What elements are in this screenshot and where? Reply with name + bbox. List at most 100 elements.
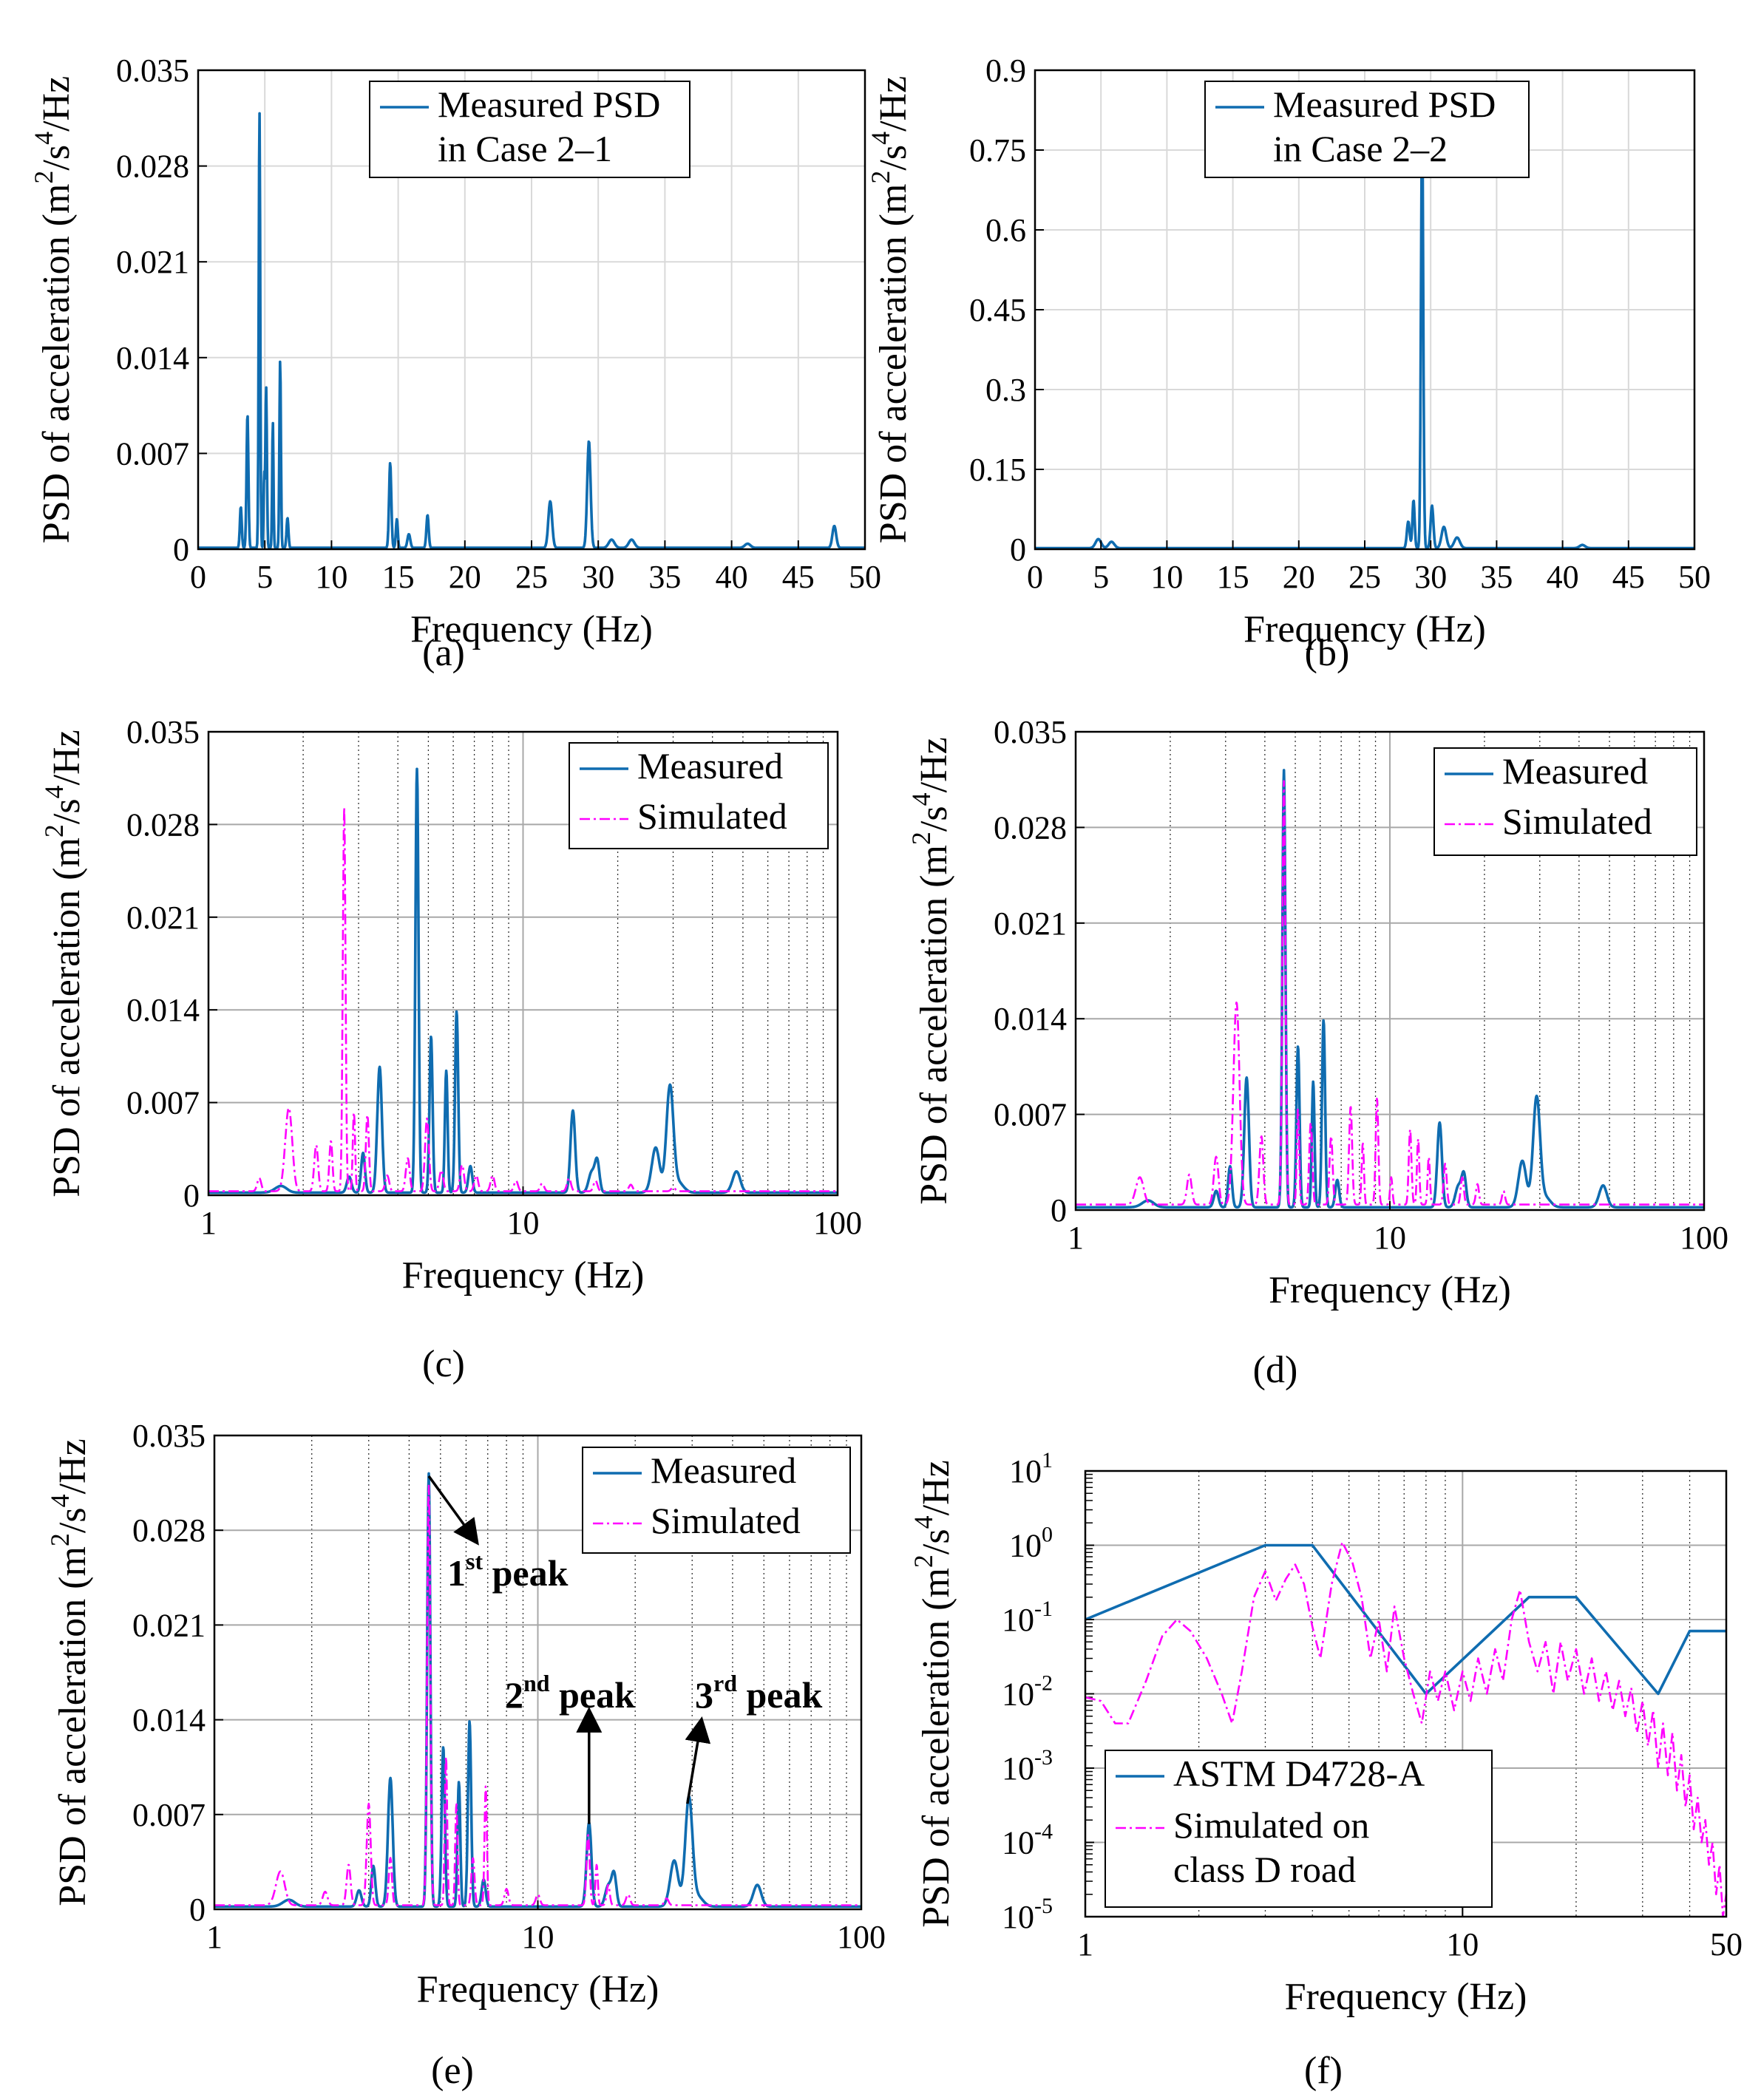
legend: Measured Simulated	[569, 742, 829, 849]
y-tick-label: 0.035	[126, 714, 200, 750]
legend-label: Measured	[651, 1450, 796, 1491]
panel-label: (b)	[1305, 632, 1350, 674]
y-axis-label: PSD of acceleration (m2/s4/Hz	[45, 1438, 94, 1906]
y-axis-label: PSD of acceleration (m2/s4/Hz	[866, 76, 915, 543]
series-line-astm-d4728-a	[1085, 1543, 1726, 1696]
y-axis-label: PSD of acceleration (m2/s4/Hz	[906, 737, 955, 1204]
y-tick-label: 101	[1009, 1448, 1053, 1489]
y-axis-label: PSD of acceleration (m2/s4/Hz	[39, 730, 88, 1197]
x-tick-label: 50	[1710, 1926, 1743, 1963]
annotation-first-peak: 1st peak	[427, 1475, 569, 1594]
y-tick-label: 0.15	[969, 452, 1026, 488]
chart-panel-e: 1 10 100 0 0.007 0.014 0.021 0.028 0.035 Frequenc…	[45, 1418, 886, 2092]
legend-label: Simulated	[1502, 801, 1652, 842]
y-tick-label: 0.45	[969, 292, 1026, 328]
y-tick-label: 0.6	[985, 212, 1026, 248]
y-tick-label: 0.028	[116, 149, 189, 185]
x-tick-label: 20	[449, 559, 481, 595]
y-tick-label: 0.028	[132, 1512, 206, 1549]
y-tick-label: 0.021	[116, 244, 189, 280]
chart-panel-a: 0 5 10 15 20 25 30 35 40 45 50 0 0.007 0.014 0.021 0.02…	[29, 52, 881, 674]
y-tick-label: 0	[1010, 531, 1026, 568]
y-tick-label: 0.021	[126, 900, 200, 936]
x-tick-label: 30	[1414, 559, 1447, 595]
series-line-simulated	[208, 806, 838, 1192]
y-tick-label: 0	[173, 531, 189, 568]
x-tick-label: 50	[849, 559, 881, 595]
legend-box	[1433, 747, 1697, 856]
annotation-label: 2nd peak	[505, 1670, 635, 1716]
x-tick-label: 5	[1093, 559, 1109, 595]
x-tick-label: 35	[648, 559, 681, 595]
x-tick-label: 100	[813, 1205, 862, 1241]
x-axis-label: Frequency (Hz)	[1243, 608, 1486, 650]
x-tick-label: 30	[582, 559, 614, 595]
legend-label: Measured PSD	[438, 84, 660, 125]
x-tick-label: 45	[1612, 559, 1645, 595]
y-tick-label: 10-3	[1002, 1745, 1053, 1787]
legend-box	[369, 81, 691, 178]
x-tick-label: 1	[1077, 1926, 1093, 1963]
y-tick-label: 0.028	[126, 806, 200, 843]
x-axis-label: Frequency (Hz)	[1285, 1976, 1527, 2018]
panel-label: (f)	[1304, 2050, 1343, 2092]
x-tick-label: 10	[1150, 559, 1183, 595]
legend-label: Measured	[637, 745, 783, 786]
y-tick-label: 10-4	[1002, 1820, 1053, 1861]
x-tick-label: 5	[257, 559, 273, 595]
y-tick-label: 0.9	[985, 52, 1026, 89]
x-tick-label: 50	[1678, 559, 1711, 595]
legend-label: ASTM D4728-A	[1173, 1753, 1425, 1794]
legend-box	[1204, 81, 1530, 178]
x-tick-label: 45	[782, 559, 815, 595]
x-tick-label: 10	[1446, 1926, 1479, 1963]
x-tick-label: 100	[1680, 1220, 1728, 1256]
series-line-simulated	[1075, 780, 1705, 1206]
x-tick-label: 10	[507, 1205, 540, 1241]
y-tick-label: 0.014	[132, 1702, 206, 1739]
legend-label: Measured PSD	[1273, 84, 1496, 125]
x-axis-label: Frequency (Hz)	[1269, 1269, 1511, 1311]
panel-label: (c)	[422, 1343, 465, 1385]
annotation-arrow	[427, 1475, 479, 1546]
annotation-third-peak: 3rd peak	[685, 1670, 823, 1804]
x-tick-label: 10	[522, 1919, 554, 1955]
x-tick-label: 1	[200, 1205, 217, 1241]
annotation-arrow	[685, 1716, 711, 1804]
y-tick-label: 0.014	[126, 992, 200, 1028]
x-tick-label: 1	[1068, 1220, 1084, 1256]
series-line-simulated	[214, 1484, 862, 1906]
legend-label: in Case 2–2	[1273, 128, 1448, 169]
annotation-label: 3rd peak	[695, 1670, 823, 1716]
legend-label: in Case 2–1	[438, 128, 612, 169]
chart-panel-f: 1 10 50 10-5 10-4 10-3 10-2 10-1 100 101 Frequency…	[909, 1448, 1743, 2092]
y-tick-label: 10-1	[1002, 1597, 1053, 1638]
x-axis-label: Frequency (Hz)	[402, 1254, 645, 1297]
legend-label: Measured	[1502, 750, 1648, 792]
y-tick-label: 0.028	[994, 809, 1067, 846]
x-tick-label: 20	[1283, 559, 1315, 595]
y-tick-label: 0.75	[969, 132, 1026, 169]
panel-label: (d)	[1253, 1349, 1298, 1391]
x-tick-label: 100	[837, 1919, 886, 1955]
x-tick-label: 25	[515, 559, 548, 595]
x-tick-label: 25	[1348, 559, 1381, 595]
y-tick-label: 10-2	[1002, 1671, 1053, 1713]
y-tick-label: 0.021	[132, 1607, 206, 1643]
y-tick-label: 0	[1051, 1192, 1067, 1229]
y-tick-label: 0.007	[126, 1085, 200, 1121]
x-tick-label: 10	[315, 559, 347, 595]
y-tick-label: 100	[1009, 1523, 1053, 1564]
x-tick-label: 15	[382, 559, 415, 595]
chart-panel-c: 1 10 100 0 0.007 0.014 0.021 0.028 0.035 Frequenc…	[39, 714, 862, 1385]
annotation-label: 1st peak	[447, 1548, 569, 1594]
chart-panel-b: 0 5 10 15 20 25 30 35 40 45 50 0 0.15 0.3 0.45 0.6 0.75 0…	[866, 52, 1711, 674]
panel-label: (a)	[422, 632, 465, 674]
y-tick-label: 0	[189, 1892, 206, 1928]
y-tick-label: 0.014	[116, 340, 189, 376]
y-axis-label: PSD of acceleration (m2/s4/Hz	[29, 76, 78, 543]
